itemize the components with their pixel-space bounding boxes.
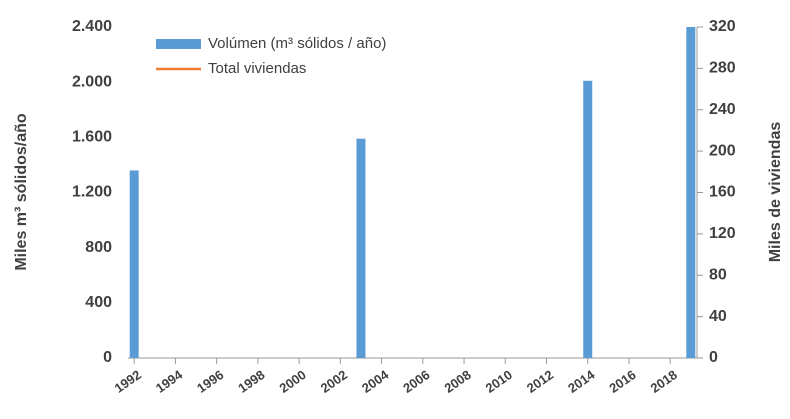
x-tick-label: 2000 <box>277 367 309 396</box>
y-axis-title: Miles m³ sólidos/año <box>13 113 30 271</box>
x-tick-label: 2008 <box>441 367 473 396</box>
x-tick-label: 2010 <box>483 367 515 396</box>
x-tick-label: 1992 <box>112 367 144 396</box>
bar <box>129 170 139 358</box>
x-tick-label: 1998 <box>235 367 267 396</box>
y2-tick-label: 80 <box>709 266 727 283</box>
x-tick-label: 2002 <box>318 367 350 396</box>
y2-axis-title: Miles de viviendas <box>767 122 784 263</box>
y2-tick-label: 160 <box>709 184 736 201</box>
legend-swatch <box>156 39 201 49</box>
y-tick-label: 800 <box>85 239 112 256</box>
y2-tick-label: 120 <box>709 225 736 242</box>
y2-tick-label: 240 <box>709 101 736 118</box>
y-tick-label: 400 <box>85 294 112 311</box>
x-tick-label: 1994 <box>153 367 186 396</box>
x-tick-label: 2012 <box>524 367 556 396</box>
y-tick-label: 2.400 <box>72 18 112 35</box>
y2-tick-label: 40 <box>709 308 727 325</box>
bar <box>686 27 696 358</box>
y2-tick-label: 280 <box>709 60 736 77</box>
y-tick-label: 1.200 <box>72 184 112 201</box>
y-tick-label: 0 <box>103 349 112 366</box>
x-tick-label: 2018 <box>648 367 680 396</box>
x-tick-label: 1996 <box>194 367 226 396</box>
bar <box>356 138 366 358</box>
y-tick-label: 2.000 <box>72 73 112 90</box>
x-tick-label: 2014 <box>565 367 598 396</box>
x-tick-label: 2004 <box>359 367 392 396</box>
y-tick-label: 1.600 <box>72 129 112 146</box>
y2-tick-label: 320 <box>709 18 736 35</box>
x-tick-label: 2006 <box>400 367 432 396</box>
bar <box>583 80 593 358</box>
legend-label: Volúmen (m³ sólidos / año) <box>208 35 386 52</box>
x-tick-label: 2016 <box>606 367 638 396</box>
y2-tick-label: 200 <box>709 142 736 159</box>
y2-tick-label: 0 <box>709 349 718 366</box>
legend-label: Total viviendas <box>208 60 306 77</box>
